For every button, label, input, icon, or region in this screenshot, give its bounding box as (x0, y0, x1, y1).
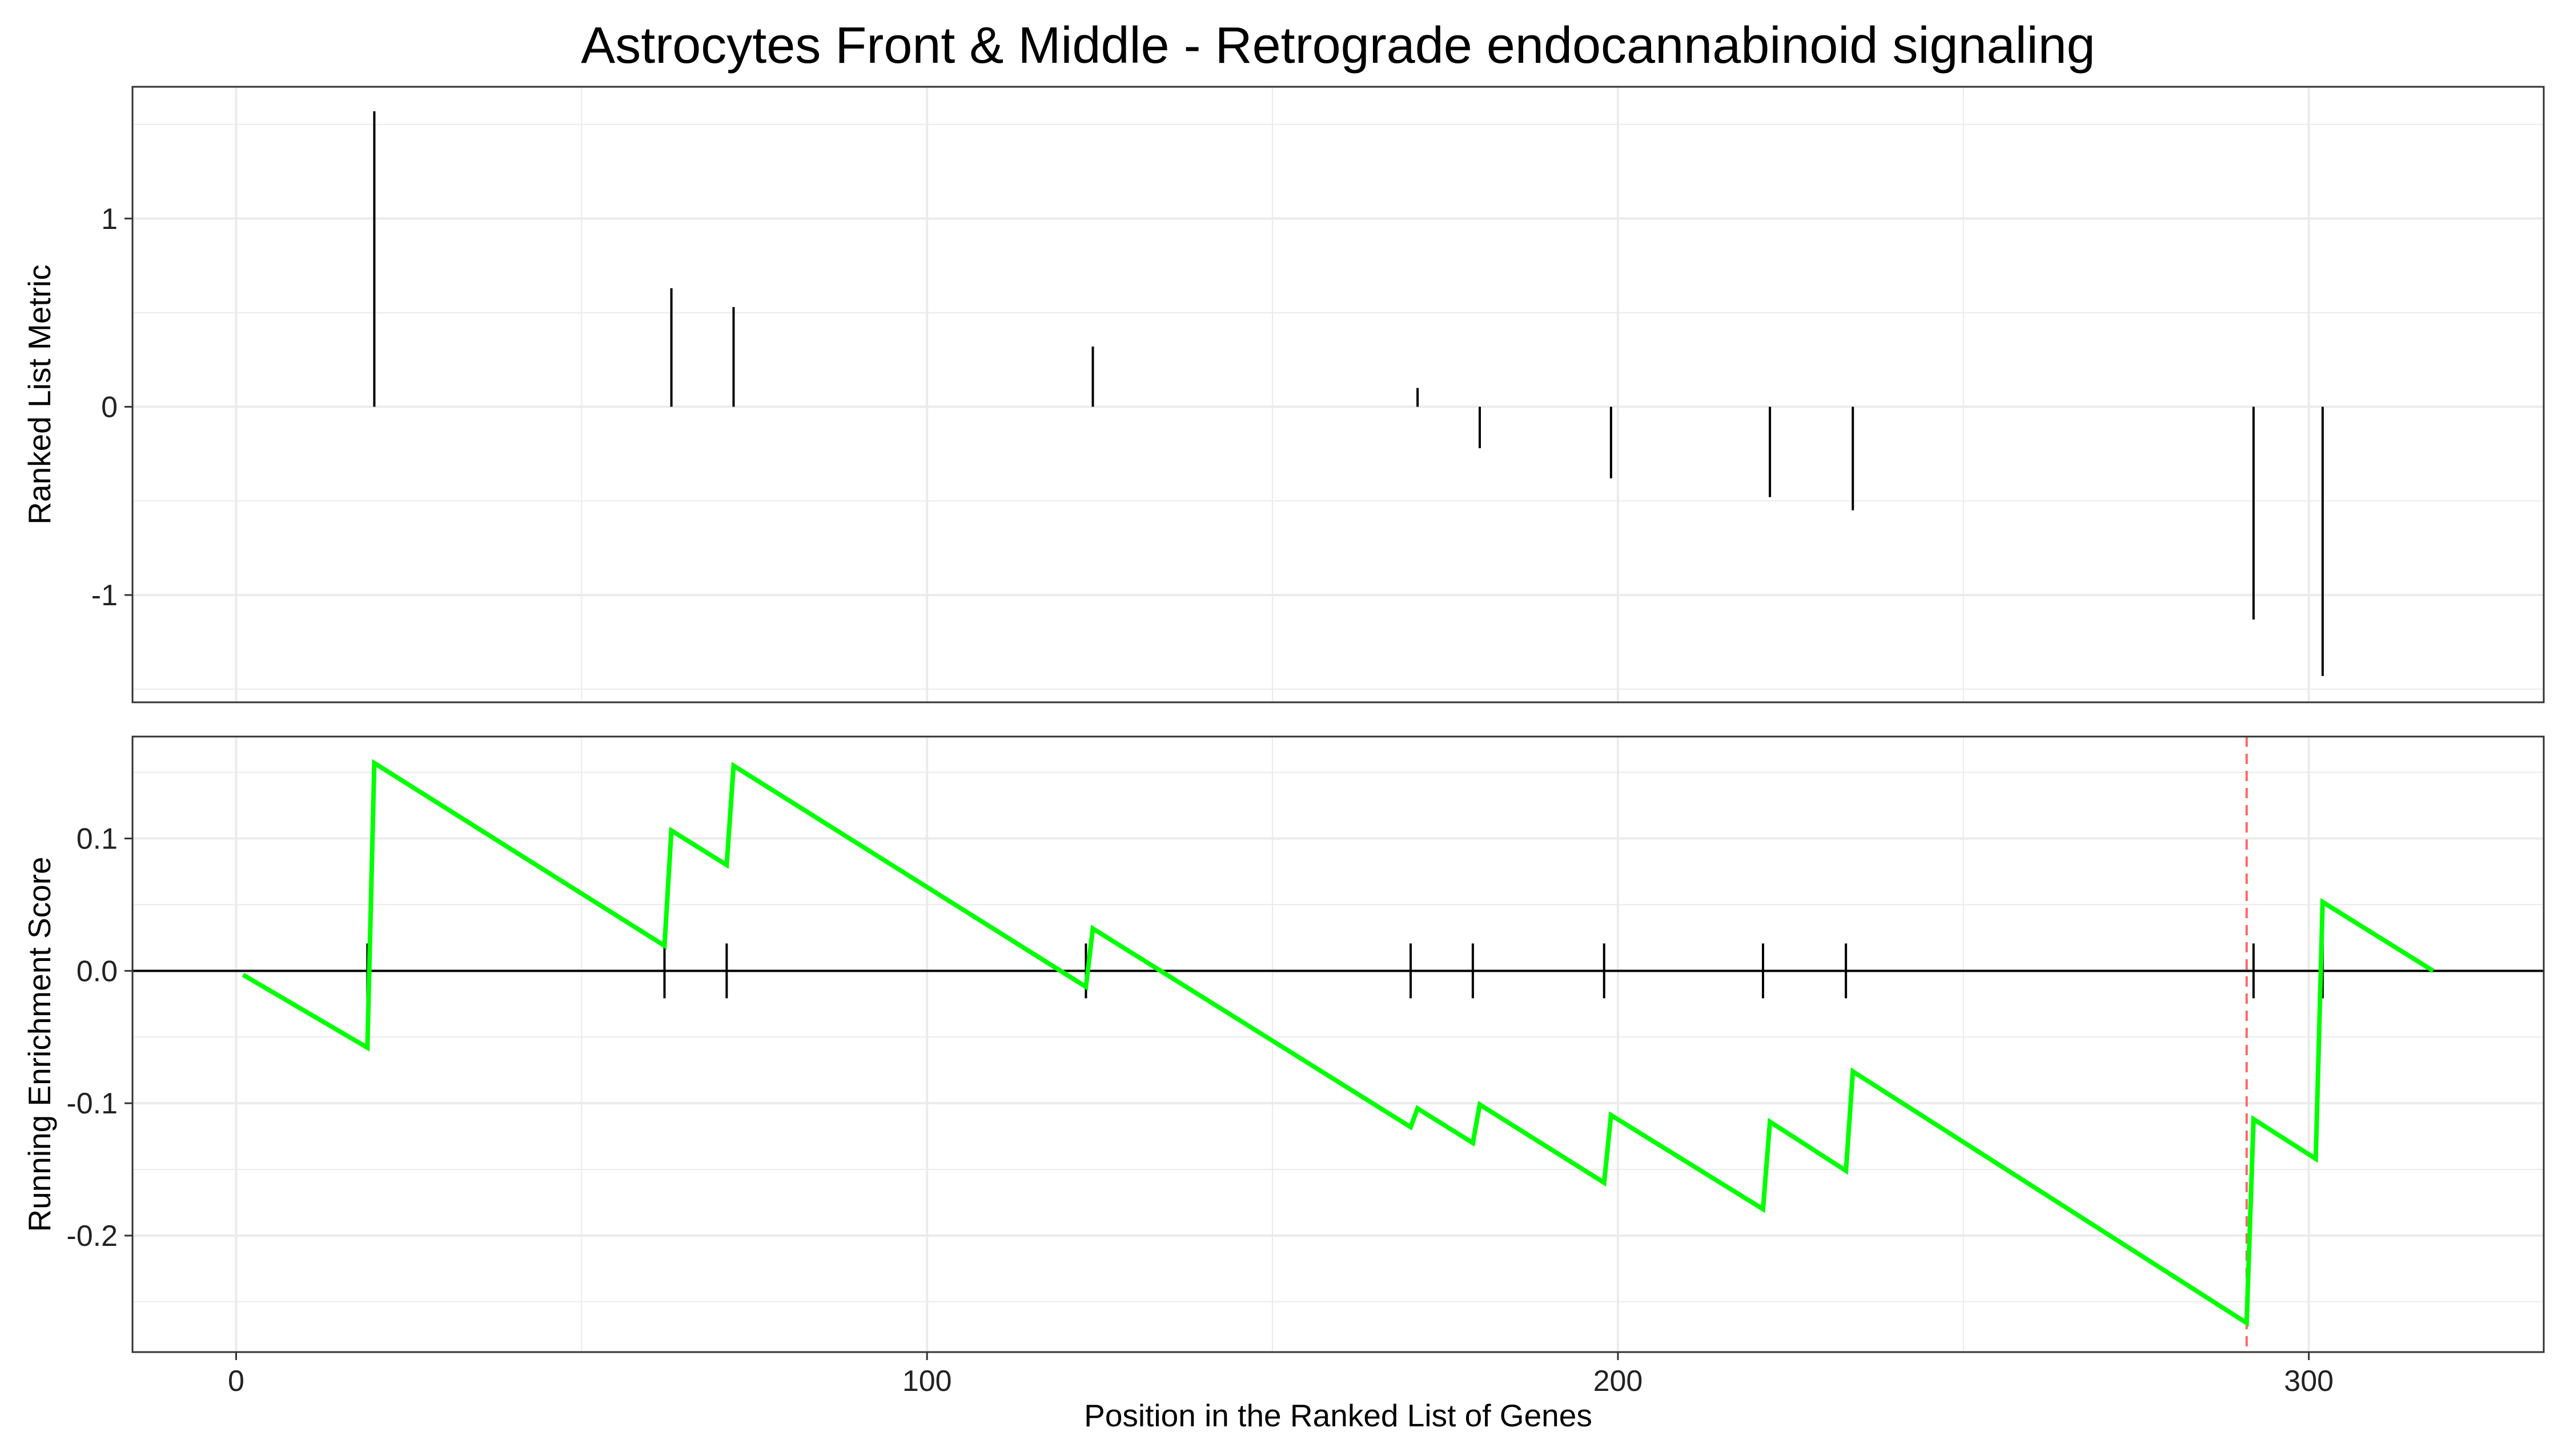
panel-background (132, 87, 2544, 702)
x-axis-title: Position in the Ranked List of Genes (1084, 1398, 1592, 1433)
y-axis-title: Running Enrichment Score (22, 856, 57, 1232)
grid-lines (132, 87, 2544, 702)
y-tick-label: 0.0 (77, 955, 118, 988)
metric-stems (373, 111, 2324, 676)
chart-title: Astrocytes Front & Middle - Retrograde e… (581, 17, 2095, 74)
y-tick-label: 0 (101, 391, 118, 424)
x-tick-label: 0 (228, 1365, 244, 1398)
x-axis-ticks: 0 100 200 300 (228, 1352, 2334, 1398)
panel-background (132, 737, 2544, 1352)
y-tick-label: 0.1 (77, 823, 118, 856)
y-axis-ticks: 1 0 -1 (91, 203, 132, 612)
panel-border (131, 86, 2545, 703)
panel-border (131, 735, 2545, 1353)
panel-ranked-metric: 1 0 -1 Ranked List Metric (22, 86, 2545, 703)
y-tick-label: 1 (101, 203, 118, 236)
y-axis-ticks: 0.1 0.0 -0.1 -0.2 (66, 823, 132, 1253)
grid-lines (132, 737, 2544, 1352)
x-tick-label: 300 (2284, 1365, 2334, 1398)
y-tick-label: -0.1 (66, 1087, 118, 1120)
y-tick-label: -1 (91, 579, 118, 612)
x-tick-label: 200 (1593, 1365, 1643, 1398)
panel-running-enrichment: 0.1 0.0 -0.1 -0.2 Running Enrichment Score (22, 735, 2545, 1353)
x-tick-label: 100 (902, 1365, 952, 1398)
running-score-line (242, 759, 2435, 1328)
y-axis-title: Ranked List Metric (22, 264, 57, 524)
y-tick-label: -0.2 (66, 1220, 118, 1253)
